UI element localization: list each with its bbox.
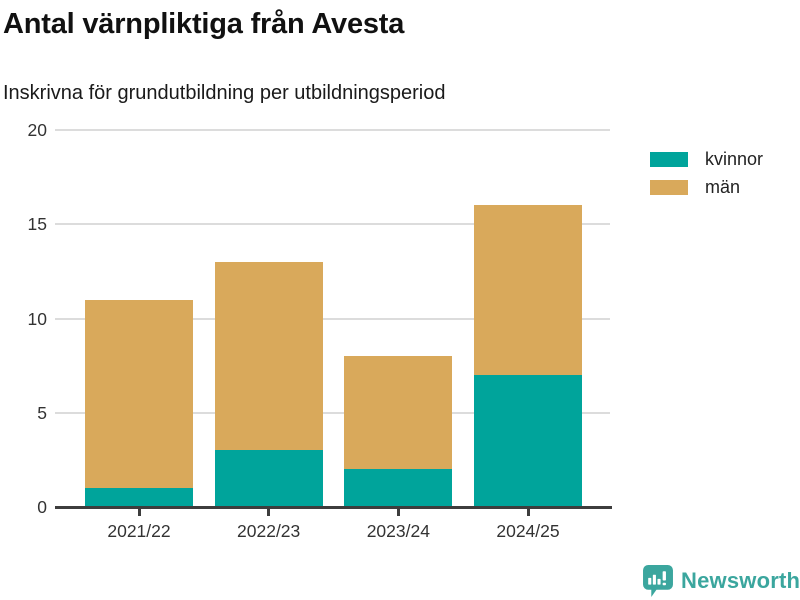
brand-footer: Newsworthy <box>643 565 800 597</box>
x-tick-label: 2023/24 <box>366 521 430 541</box>
chart-subtitle: Inskrivna för grundutbildning per utbild… <box>3 82 446 104</box>
legend-label: män <box>705 177 741 197</box>
legend: kvinnor män <box>650 149 764 208</box>
legend-label: kvinnor <box>705 149 764 169</box>
y-tick-label: 5 <box>37 402 47 423</box>
y-tick-label: 20 <box>27 120 47 140</box>
bar-segment-män <box>214 261 323 451</box>
x-tick-mark <box>137 509 141 516</box>
bar-segment-kvinnor <box>344 469 453 507</box>
bar-segment-män <box>344 356 453 470</box>
gridline-y-20 <box>55 129 610 131</box>
x-axis-line <box>55 506 612 509</box>
x-tick-mark <box>526 509 530 516</box>
x-tick-mark <box>267 509 271 516</box>
gridline-y-5 <box>55 411 610 414</box>
bar-segment-kvinnor <box>474 375 582 507</box>
gridline-y-10 <box>55 317 610 320</box>
y-tick-label: 10 <box>27 308 47 329</box>
x-tick-label: 2024/25 <box>496 521 560 541</box>
legend-item-kvinnor: kvinnor <box>650 149 764 169</box>
bar-segment-kvinnor <box>85 488 193 507</box>
legend-item-män: män <box>650 177 763 197</box>
chart-title: Antal värnpliktiga från Avesta <box>3 8 405 40</box>
newsworthy-logo-icon <box>643 565 673 597</box>
legend-swatch <box>650 152 688 167</box>
bar-segment-kvinnor <box>214 450 323 507</box>
brand-name: Newsworthy <box>681 568 800 593</box>
x-tick-label: 2022/23 <box>237 521 301 541</box>
bar-segment-män <box>85 299 193 489</box>
bar-segment-män <box>474 205 582 376</box>
x-tick-label: 2021/22 <box>107 521 171 541</box>
y-tick-label: 15 <box>27 214 47 235</box>
x-tick-mark <box>396 509 400 516</box>
gridline-y-15 <box>55 223 610 226</box>
legend-swatch <box>650 180 688 195</box>
y-tick-label: 0 <box>37 497 47 517</box>
